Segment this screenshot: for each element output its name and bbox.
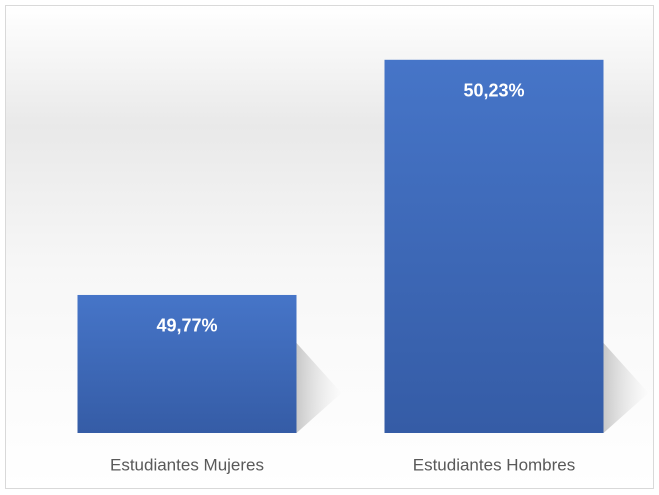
bar-shadow — [603, 343, 649, 433]
bar-shadow — [296, 343, 342, 433]
bar — [77, 294, 297, 433]
value-label: 49,77% — [156, 316, 217, 336]
x-tick-label: Estudiantes Hombres — [413, 455, 576, 474]
value-label: 50,23% — [463, 81, 524, 101]
x-tick-label: Estudiantes Mujeres — [110, 455, 264, 474]
bar — [384, 59, 604, 433]
